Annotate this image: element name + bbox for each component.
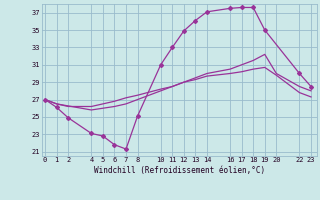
X-axis label: Windchill (Refroidissement éolien,°C): Windchill (Refroidissement éolien,°C) <box>94 166 265 175</box>
